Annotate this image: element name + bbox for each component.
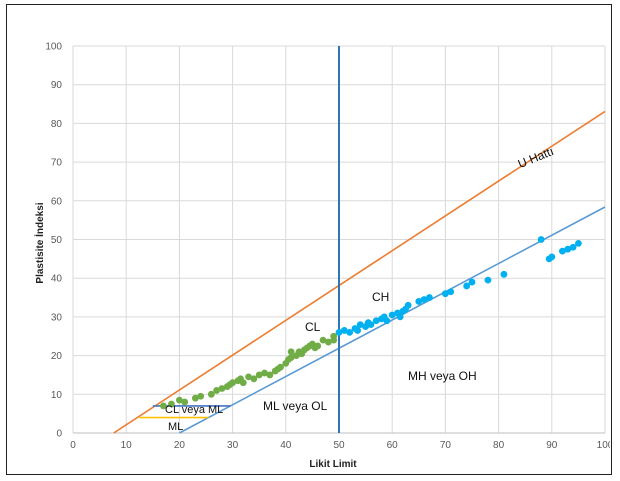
data-point-blue bbox=[548, 253, 556, 261]
data-point-blue bbox=[396, 313, 404, 321]
reference-lines bbox=[113, 46, 606, 434]
plasticity-chart: 0 10 20 30 40 50 60 70 80 90 100 0 10 20 30 40 50 60 70 80… bbox=[33, 42, 614, 471]
region-label-cl: CL bbox=[305, 320, 321, 334]
data-point-blue bbox=[420, 296, 428, 303]
data-point-blue bbox=[569, 243, 577, 251]
y-tick-label: 0 bbox=[56, 429, 62, 440]
data-point-green bbox=[213, 387, 221, 394]
x-tick-label: 50 bbox=[333, 440, 345, 451]
data-point-green bbox=[229, 379, 237, 387]
data-point-blue bbox=[463, 282, 471, 290]
y-tick-label: 20 bbox=[51, 351, 63, 362]
x-tick-label: 40 bbox=[280, 440, 292, 451]
data-point-blue bbox=[500, 270, 508, 278]
region-label-mh-oh: MH veya OH bbox=[408, 369, 477, 383]
x-tick-label: 100 bbox=[597, 440, 610, 451]
data-point-green bbox=[266, 371, 274, 379]
data-point-green bbox=[239, 379, 247, 387]
data-point-green bbox=[218, 385, 226, 392]
region-label-ch: CH bbox=[372, 290, 389, 304]
data-point-blue bbox=[335, 328, 343, 336]
data-point-blue bbox=[404, 301, 412, 309]
data-point-blue bbox=[468, 278, 476, 286]
data-point-green bbox=[168, 400, 175, 408]
data-point-green bbox=[207, 390, 215, 398]
u-line-label: U Hattı bbox=[516, 144, 556, 171]
data-point-blue bbox=[537, 236, 545, 243]
data-point-blue bbox=[354, 327, 362, 334]
x-tick-labels: 0 10 20 30 40 50 60 70 80 90 100 bbox=[70, 440, 614, 451]
data-point-green bbox=[277, 363, 284, 371]
y-tick-label: 90 bbox=[51, 80, 63, 91]
x-tick-label: 80 bbox=[493, 440, 505, 451]
data-point-green bbox=[324, 338, 332, 346]
y-tick-label: 100 bbox=[45, 42, 62, 53]
data-point-green bbox=[250, 375, 258, 383]
y-tick-label: 40 bbox=[51, 274, 63, 285]
y-tick-labels: 0 10 20 30 40 50 60 70 80 90 100 bbox=[45, 42, 62, 440]
data-point-blue bbox=[383, 317, 391, 325]
data-point-green bbox=[245, 373, 252, 381]
data-point-green bbox=[160, 402, 167, 410]
data-point-blue bbox=[426, 294, 433, 301]
data-point-blue bbox=[575, 239, 582, 247]
data-point-green bbox=[255, 371, 263, 379]
y-axis-title: Plastisite İndeksi bbox=[33, 202, 46, 283]
y-tick-label: 10 bbox=[51, 390, 63, 401]
data-point-green bbox=[319, 336, 327, 344]
x-tick-label: 90 bbox=[546, 440, 558, 451]
x-tick-label: 60 bbox=[387, 440, 399, 451]
data-point-blue bbox=[447, 288, 455, 296]
x-tick-label: 70 bbox=[440, 440, 452, 451]
data-point-blue bbox=[367, 321, 375, 329]
data-point-green bbox=[181, 398, 189, 406]
data-points bbox=[160, 236, 582, 410]
y-tick-label: 80 bbox=[51, 119, 63, 130]
data-point-green bbox=[176, 396, 183, 404]
x-tick-label: 10 bbox=[121, 440, 133, 451]
y-tick-label: 60 bbox=[51, 196, 63, 207]
x-tick-label: 30 bbox=[227, 440, 239, 451]
data-point-green bbox=[197, 392, 205, 400]
u-line bbox=[113, 110, 606, 434]
region-label-cl-ml: CL veya ML bbox=[165, 404, 223, 416]
y-tick-label: 70 bbox=[51, 158, 63, 169]
x-tick-label: 20 bbox=[174, 440, 186, 451]
y-tick-label: 50 bbox=[51, 235, 63, 246]
y-tick-label: 30 bbox=[51, 312, 63, 323]
data-point-blue bbox=[388, 311, 396, 319]
x-tick-label: 0 bbox=[70, 440, 76, 451]
data-point-blue bbox=[356, 321, 364, 329]
x-axis-title: Likit Limit bbox=[309, 459, 357, 470]
data-point-blue bbox=[559, 247, 566, 255]
chart-frame: 0 10 20 30 40 50 60 70 80 90 100 0 10 20 30 40 50 60 70 80… bbox=[6, 4, 614, 475]
data-point-blue bbox=[415, 298, 423, 305]
data-point-blue bbox=[346, 328, 354, 336]
data-point-green bbox=[330, 336, 338, 344]
data-point-blue bbox=[340, 327, 348, 334]
data-point-blue bbox=[442, 290, 449, 298]
data-point-green bbox=[287, 354, 295, 361]
data-point-green bbox=[287, 348, 295, 356]
data-point-green bbox=[314, 342, 322, 350]
a-line bbox=[179, 206, 606, 434]
data-point-green bbox=[261, 369, 268, 377]
data-point-blue bbox=[484, 276, 492, 284]
data-point-green bbox=[191, 394, 199, 402]
region-label-ml-ol: ML veya OL bbox=[263, 399, 328, 413]
region-label-ml: ML bbox=[168, 421, 183, 433]
data-point-blue bbox=[564, 245, 572, 253]
data-point-blue bbox=[372, 317, 380, 325]
